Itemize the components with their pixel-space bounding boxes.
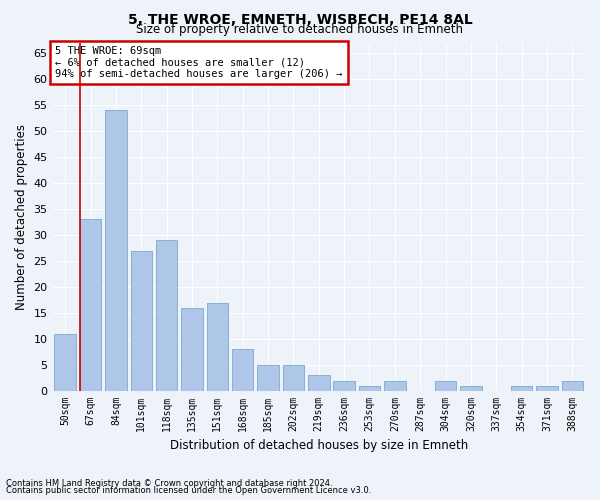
Text: Size of property relative to detached houses in Emneth: Size of property relative to detached ho… [137,22,464,36]
Bar [460,386,482,391]
Text: 5 THE WROE: 69sqm
← 6% of detached houses are smaller (12)
94% of semi-detached : 5 THE WROE: 69sqm ← 6% of detached house… [55,46,343,79]
Bar [536,386,558,391]
X-axis label: Distribution of detached houses by size in Emneth: Distribution of detached houses by size … [170,440,468,452]
Text: 5, THE WROE, EMNETH, WISBECH, PE14 8AL: 5, THE WROE, EMNETH, WISBECH, PE14 8AL [128,12,472,26]
Bar [384,380,406,391]
Text: Contains HM Land Registry data © Crown copyright and database right 2024.: Contains HM Land Registry data © Crown c… [6,478,332,488]
Bar [435,380,457,391]
Bar [232,350,253,391]
Y-axis label: Number of detached properties: Number of detached properties [15,124,28,310]
Bar [308,376,329,391]
Bar [55,334,76,391]
Text: Contains public sector information licensed under the Open Government Licence v3: Contains public sector information licen… [6,486,371,495]
Bar [156,240,178,391]
Bar [80,220,101,391]
Bar [334,380,355,391]
Bar [511,386,532,391]
Bar [283,365,304,391]
Bar [562,380,583,391]
Bar [359,386,380,391]
Bar [206,302,228,391]
Bar [105,110,127,391]
Bar [257,365,279,391]
Bar [181,308,203,391]
Bar [131,250,152,391]
